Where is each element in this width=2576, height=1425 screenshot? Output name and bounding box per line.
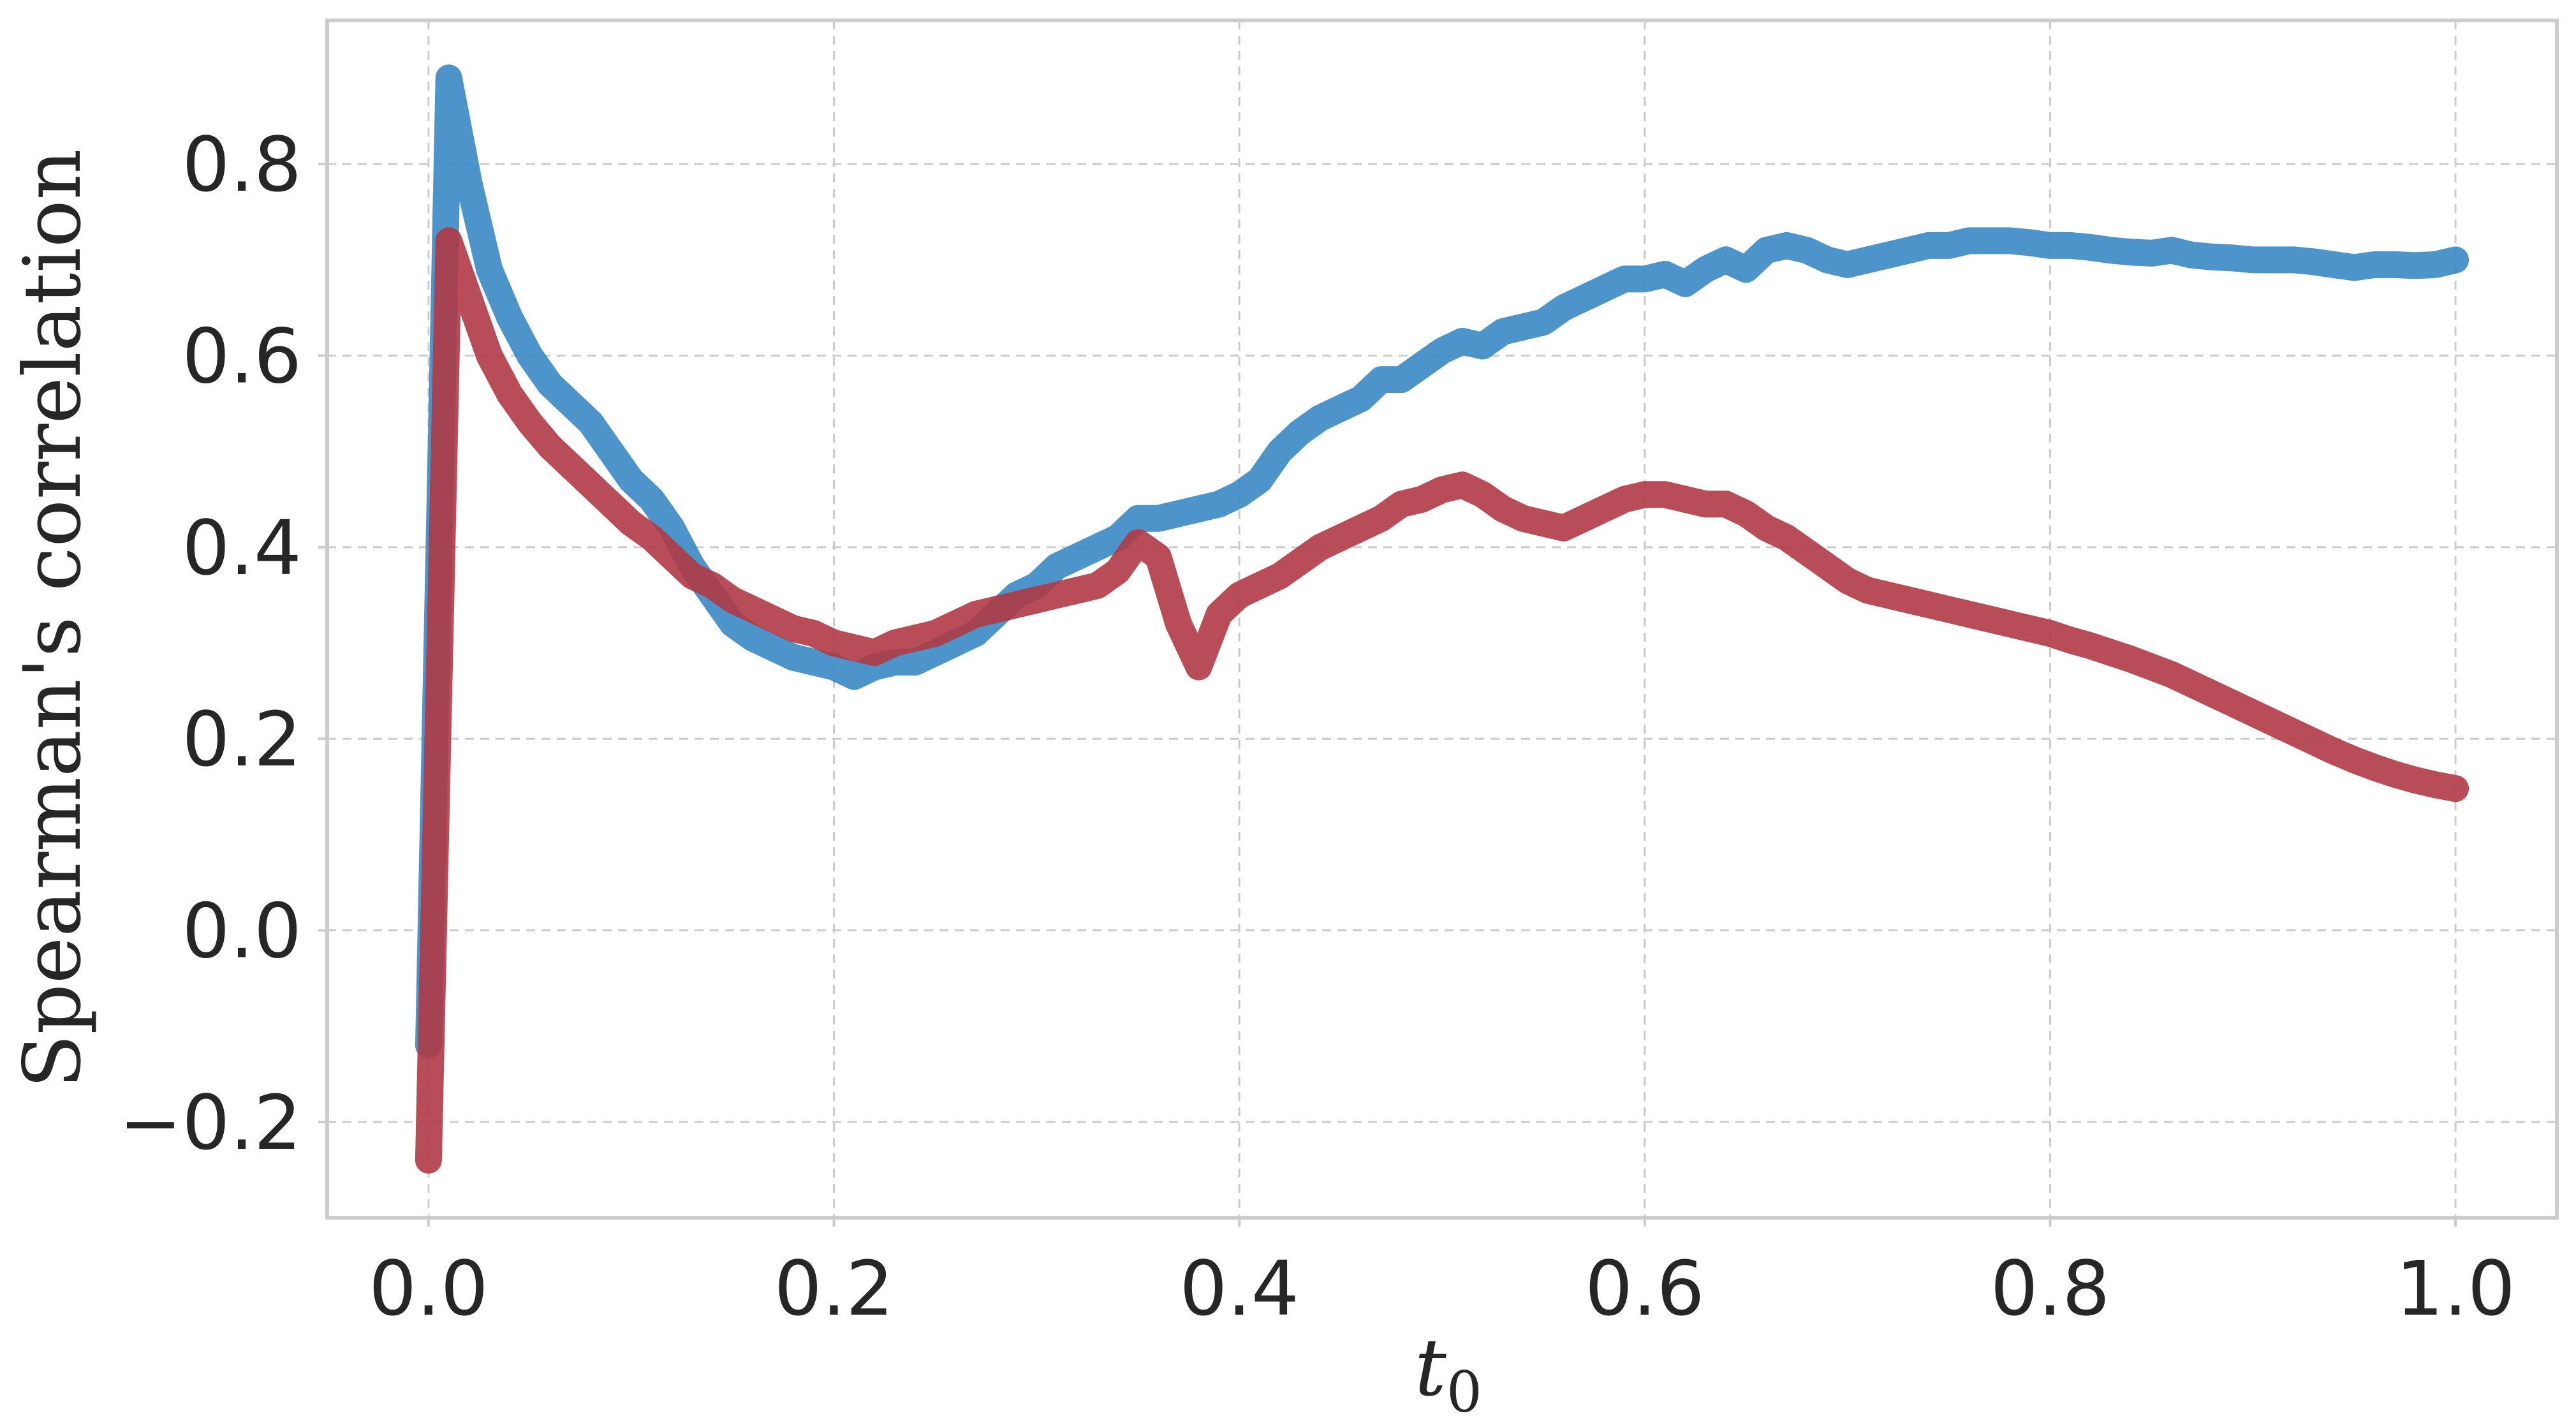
y-tick-label: 0.2: [182, 695, 302, 783]
y-axis-label: Spearman's correlation: [7, 149, 99, 1088]
x-axis-label-subscript: 0: [1446, 1359, 1482, 1425]
y-tick-label: 0.8: [182, 121, 302, 209]
x-tick-label: 0.4: [1179, 1244, 1299, 1333]
x-tick-label: 0.0: [369, 1244, 489, 1333]
y-tick-label: 0.0: [182, 887, 302, 975]
x-tick-label: 0.8: [1991, 1244, 2110, 1333]
x-axis-label: t0: [1415, 1322, 1482, 1425]
y-tick-label: 0.4: [182, 504, 302, 592]
plot-frame: [325, 18, 2559, 1220]
series-line-1: [415, 64, 2469, 1059]
y-tick-label: −0.2: [119, 1079, 302, 1167]
x-axis-label-main: t: [1415, 1322, 1447, 1414]
series-line-2: [415, 227, 2469, 1174]
series-layer: [415, 64, 2469, 1174]
x-tick-label: 0.6: [1585, 1244, 1705, 1333]
x-tick-label: 0.2: [774, 1244, 894, 1333]
grid-layer: [327, 20, 2557, 1218]
tick-layer: 0.0 0.2 0.4 0.6 0.8 1.0 −0.2 0.0 0.2 0.4 0.6 0.8: [119, 121, 2515, 1333]
x-tick-label: 1.0: [2396, 1244, 2515, 1333]
y-tick-label: 0.6: [182, 313, 302, 401]
